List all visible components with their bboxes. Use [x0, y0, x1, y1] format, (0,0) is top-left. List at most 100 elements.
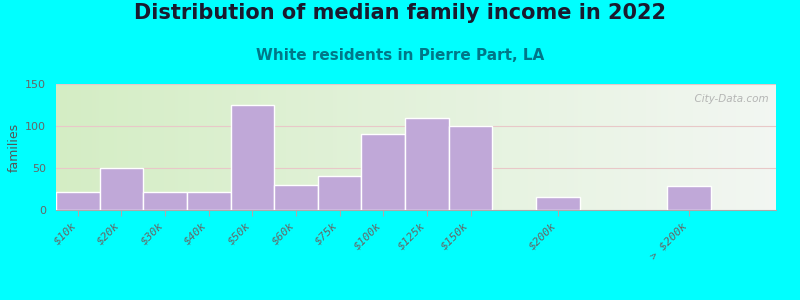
- Bar: [701, 84, 704, 210]
- Bar: [711, 84, 715, 210]
- Bar: [456, 84, 459, 210]
- Bar: [250, 84, 254, 210]
- Bar: [197, 84, 200, 210]
- Bar: [207, 84, 210, 210]
- Bar: [643, 84, 646, 210]
- Bar: [521, 84, 524, 210]
- Bar: [762, 84, 766, 210]
- Bar: [536, 197, 580, 210]
- Bar: [744, 84, 747, 210]
- Bar: [740, 84, 744, 210]
- Bar: [204, 84, 207, 210]
- Bar: [398, 84, 402, 210]
- Bar: [766, 84, 769, 210]
- Bar: [517, 84, 521, 210]
- Bar: [560, 84, 563, 210]
- Bar: [56, 84, 60, 210]
- Bar: [413, 84, 416, 210]
- Bar: [110, 84, 114, 210]
- Bar: [675, 84, 679, 210]
- Bar: [261, 84, 265, 210]
- Bar: [301, 84, 305, 210]
- Bar: [632, 84, 636, 210]
- Bar: [89, 84, 92, 210]
- Bar: [589, 84, 593, 210]
- Bar: [488, 84, 491, 210]
- Bar: [600, 84, 603, 210]
- Bar: [236, 84, 240, 210]
- Bar: [542, 84, 546, 210]
- Bar: [758, 84, 762, 210]
- Bar: [74, 84, 78, 210]
- Bar: [60, 84, 63, 210]
- Bar: [99, 84, 102, 210]
- Text: City-Data.com: City-Data.com: [688, 94, 769, 104]
- Bar: [394, 84, 398, 210]
- Y-axis label: families: families: [8, 122, 21, 172]
- Bar: [661, 84, 665, 210]
- Bar: [495, 84, 499, 210]
- Bar: [715, 84, 718, 210]
- Bar: [459, 84, 463, 210]
- Bar: [154, 84, 157, 210]
- Bar: [639, 84, 643, 210]
- Bar: [646, 84, 650, 210]
- Bar: [708, 84, 711, 210]
- Bar: [550, 84, 553, 210]
- Bar: [322, 84, 326, 210]
- Bar: [92, 84, 96, 210]
- Bar: [466, 84, 470, 210]
- Bar: [679, 84, 682, 210]
- Bar: [452, 84, 456, 210]
- Bar: [355, 84, 358, 210]
- Bar: [258, 84, 262, 210]
- Bar: [226, 84, 229, 210]
- Bar: [362, 84, 366, 210]
- Bar: [341, 84, 344, 210]
- Bar: [157, 84, 160, 210]
- Bar: [603, 84, 607, 210]
- Bar: [160, 84, 164, 210]
- Bar: [650, 84, 654, 210]
- Bar: [449, 84, 452, 210]
- Text: Distribution of median family income in 2022: Distribution of median family income in …: [134, 3, 666, 23]
- Bar: [445, 84, 449, 210]
- Bar: [387, 84, 391, 210]
- Bar: [607, 84, 610, 210]
- Bar: [182, 84, 186, 210]
- Bar: [477, 84, 481, 210]
- Bar: [135, 84, 139, 210]
- Bar: [514, 84, 517, 210]
- Bar: [171, 84, 175, 210]
- Bar: [132, 84, 135, 210]
- Bar: [330, 84, 334, 210]
- Bar: [283, 84, 286, 210]
- Bar: [672, 84, 675, 210]
- Bar: [305, 84, 308, 210]
- Bar: [366, 84, 370, 210]
- Bar: [747, 84, 751, 210]
- Bar: [582, 84, 586, 210]
- Bar: [531, 84, 535, 210]
- Bar: [618, 84, 622, 210]
- Bar: [269, 84, 272, 210]
- Bar: [622, 84, 625, 210]
- Bar: [625, 84, 629, 210]
- Bar: [211, 84, 214, 210]
- Bar: [56, 191, 100, 210]
- Bar: [614, 84, 618, 210]
- Bar: [462, 84, 466, 210]
- Bar: [344, 84, 348, 210]
- Bar: [754, 84, 758, 210]
- Bar: [528, 84, 531, 210]
- Bar: [524, 84, 528, 210]
- Bar: [337, 84, 341, 210]
- Bar: [654, 84, 658, 210]
- Bar: [139, 84, 142, 210]
- Bar: [150, 84, 154, 210]
- Bar: [593, 84, 596, 210]
- Bar: [658, 84, 661, 210]
- Bar: [499, 84, 502, 210]
- Bar: [121, 84, 125, 210]
- Bar: [318, 176, 362, 210]
